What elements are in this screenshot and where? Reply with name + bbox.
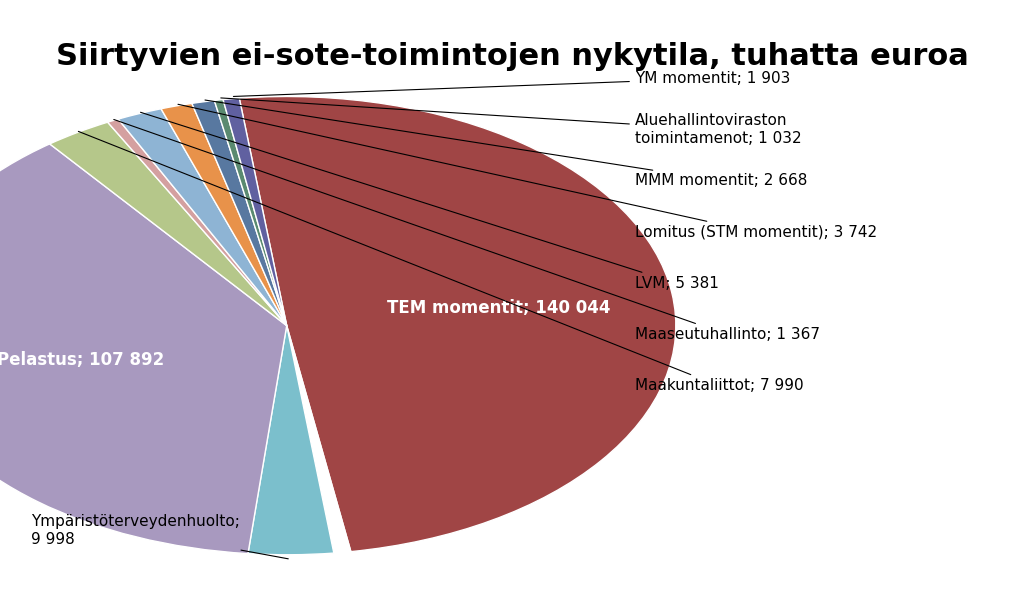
Wedge shape <box>0 144 287 554</box>
Text: Lomitus (STM momentit); 3 742: Lomitus (STM momentit); 3 742 <box>178 104 877 239</box>
Wedge shape <box>287 326 351 553</box>
Wedge shape <box>108 119 287 326</box>
Wedge shape <box>223 98 287 326</box>
Wedge shape <box>240 96 676 552</box>
Wedge shape <box>118 109 287 326</box>
Text: Pelastus; 107 892: Pelastus; 107 892 <box>0 351 165 369</box>
Wedge shape <box>248 326 334 555</box>
Text: Maakuntaliittot; 7 990: Maakuntaliittot; 7 990 <box>79 131 804 393</box>
Text: LVM; 5 381: LVM; 5 381 <box>140 112 719 291</box>
Wedge shape <box>50 122 287 326</box>
Text: Maaseutuhallinto; 1 367: Maaseutuhallinto; 1 367 <box>114 119 820 342</box>
Text: Aluehallintoviraston
toimintamenot; 1 032: Aluehallintoviraston toimintamenot; 1 03… <box>221 98 802 146</box>
Wedge shape <box>161 103 287 326</box>
Wedge shape <box>214 99 287 326</box>
Text: Ympäristöterveydenhuolto;
9 998: Ympäristöterveydenhuolto; 9 998 <box>31 514 289 559</box>
Text: YM momentit; 1 903: YM momentit; 1 903 <box>233 71 791 96</box>
Text: MMM momentit; 2 668: MMM momentit; 2 668 <box>205 100 807 188</box>
Text: Siirtyvien ei-sote-toimintojen nykytila, tuhatta euroa: Siirtyvien ei-sote-toimintojen nykytila,… <box>55 42 969 71</box>
Text: TEM momentit; 140 044: TEM momentit; 140 044 <box>387 298 610 317</box>
Wedge shape <box>191 101 287 326</box>
